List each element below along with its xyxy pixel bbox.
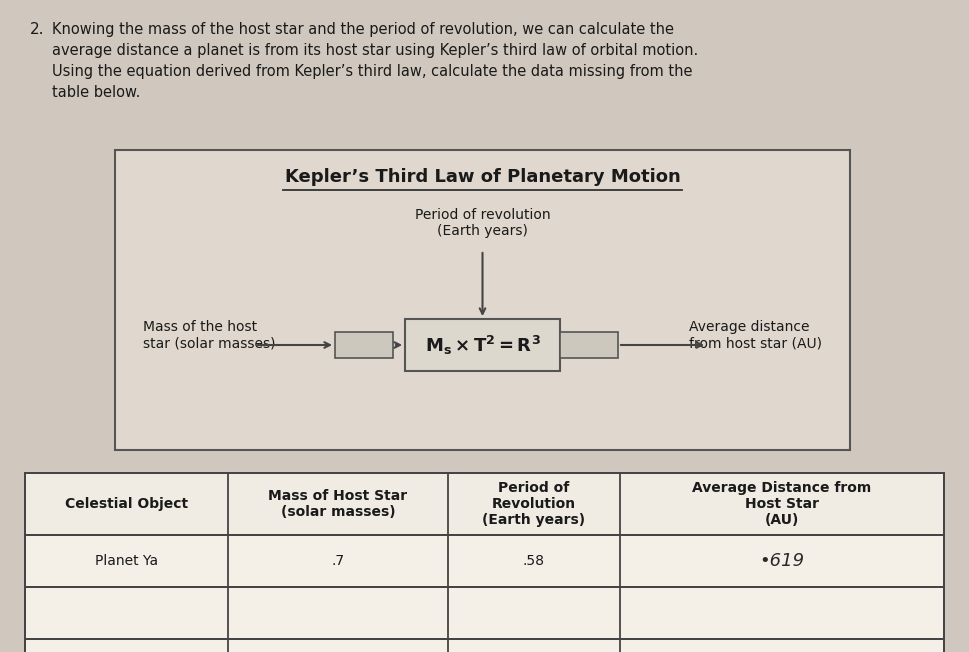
- Text: $\mathbf{M_s \times T^2 = R^3}$: $\mathbf{M_s \times T^2 = R^3}$: [424, 333, 541, 357]
- Text: .58: .58: [523, 554, 545, 568]
- Text: Planet Ya: Planet Ya: [95, 554, 158, 568]
- Bar: [25, 639, 944, 652]
- Bar: [25, 587, 944, 639]
- Text: Mass of the host
star (solar masses): Mass of the host star (solar masses): [143, 320, 275, 350]
- Text: average distance a planet is from its host star using Kepler’s third law of orbi: average distance a planet is from its ho…: [52, 43, 699, 58]
- Text: Period of revolution
(Earth years): Period of revolution (Earth years): [415, 208, 550, 238]
- Bar: [335, 332, 393, 358]
- Text: Average distance
from host star (AU): Average distance from host star (AU): [689, 320, 822, 350]
- Text: .7: .7: [331, 554, 345, 568]
- Text: Average Distance from
Host Star
(AU): Average Distance from Host Star (AU): [693, 481, 872, 527]
- Bar: [25, 535, 944, 587]
- Text: Period of
Revolution
(Earth years): Period of Revolution (Earth years): [483, 481, 585, 527]
- Text: Mass of Host Star
(solar masses): Mass of Host Star (solar masses): [268, 489, 408, 519]
- Bar: [25, 473, 944, 535]
- Text: Celestial Object: Celestial Object: [65, 497, 188, 511]
- Bar: [115, 150, 850, 450]
- Text: •619: •619: [760, 552, 804, 570]
- Text: Knowing the mass of the host star and the period of revolution, we can calculate: Knowing the mass of the host star and th…: [52, 22, 674, 37]
- Text: Kepler’s Third Law of Planetary Motion: Kepler’s Third Law of Planetary Motion: [285, 168, 680, 186]
- Bar: [560, 332, 618, 358]
- Text: table below.: table below.: [52, 85, 141, 100]
- Bar: [405, 319, 560, 371]
- Text: 2.: 2.: [30, 22, 45, 37]
- Text: Using the equation derived from Kepler’s third law, calculate the data missing f: Using the equation derived from Kepler’s…: [52, 64, 693, 79]
